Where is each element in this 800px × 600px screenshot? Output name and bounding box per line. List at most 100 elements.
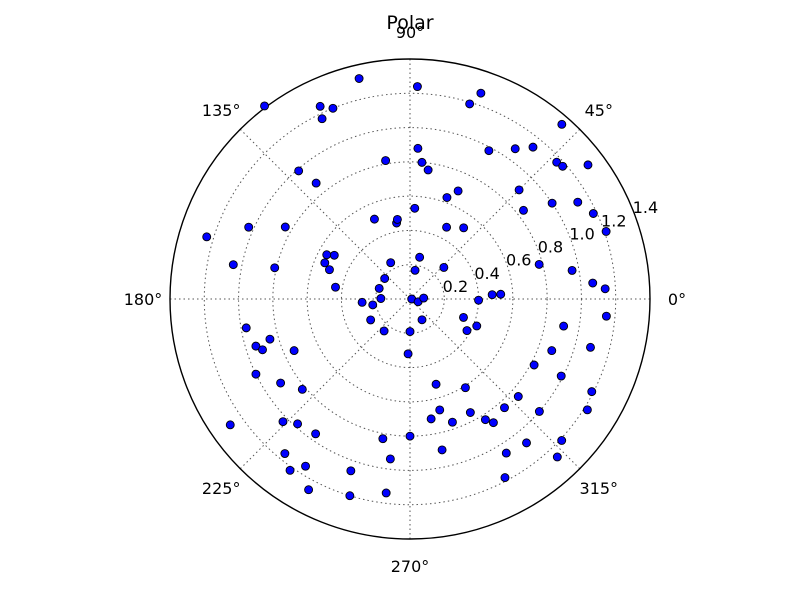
data-point bbox=[552, 157, 562, 167]
r-tick-label: 1.0 bbox=[569, 224, 594, 243]
data-point bbox=[447, 417, 457, 427]
data-point bbox=[459, 223, 469, 233]
r-gridline bbox=[375, 264, 445, 334]
data-point bbox=[251, 341, 261, 351]
data-point bbox=[488, 418, 498, 428]
theta-tick-label: 270° bbox=[391, 557, 430, 576]
theta-tick-label: 90° bbox=[396, 23, 424, 42]
data-point bbox=[260, 101, 269, 111]
data-point bbox=[567, 265, 577, 275]
data-point bbox=[265, 334, 275, 344]
data-points bbox=[202, 74, 611, 501]
data-point bbox=[500, 403, 509, 413]
data-point bbox=[442, 193, 452, 202]
data-point bbox=[465, 408, 475, 417]
data-point bbox=[329, 250, 339, 260]
data-point bbox=[251, 369, 261, 379]
data-point bbox=[331, 282, 340, 292]
data-point bbox=[600, 284, 610, 294]
data-point bbox=[228, 260, 238, 270]
data-point bbox=[583, 160, 593, 170]
data-point bbox=[474, 295, 484, 305]
data-point bbox=[311, 429, 321, 439]
r-tick-labels: 0.2 0.4 0.6 0.8 1.0 1.2 1.4 bbox=[443, 198, 659, 296]
data-point bbox=[202, 232, 212, 242]
data-point bbox=[431, 379, 441, 389]
data-point bbox=[586, 342, 595, 352]
theta-tick-label: 180° bbox=[124, 290, 163, 309]
data-point bbox=[297, 384, 307, 394]
data-point bbox=[547, 346, 557, 356]
data-point bbox=[403, 349, 413, 359]
data-point bbox=[241, 323, 251, 333]
data-point bbox=[311, 178, 321, 188]
data-point bbox=[294, 166, 304, 176]
data-point bbox=[357, 297, 367, 307]
polar-frame bbox=[169, 58, 651, 540]
theta-tick-label: 0° bbox=[668, 290, 686, 309]
data-point bbox=[289, 346, 299, 356]
data-point bbox=[453, 186, 463, 196]
data-point bbox=[322, 250, 332, 260]
data-point bbox=[293, 419, 303, 429]
data-point bbox=[270, 263, 280, 273]
data-point bbox=[573, 197, 583, 207]
data-point bbox=[459, 312, 468, 322]
data-point bbox=[376, 294, 386, 303]
data-point bbox=[280, 222, 290, 232]
data-point bbox=[439, 262, 449, 272]
data-point bbox=[301, 461, 310, 471]
data-point bbox=[317, 114, 327, 124]
data-point bbox=[379, 326, 389, 336]
data-point bbox=[522, 438, 531, 448]
data-point bbox=[320, 258, 330, 268]
data-point bbox=[392, 214, 402, 224]
data-point bbox=[413, 143, 423, 153]
data-point bbox=[346, 466, 356, 476]
data-point bbox=[285, 465, 295, 475]
data-point bbox=[547, 198, 557, 208]
theta-tick-labels: 0° 45° 90° 135° 180° 225° 270° 315° bbox=[124, 23, 686, 576]
data-point bbox=[258, 345, 267, 355]
data-point bbox=[366, 315, 376, 325]
data-point bbox=[386, 258, 396, 268]
data-point bbox=[587, 387, 597, 397]
data-point bbox=[426, 414, 436, 424]
data-point bbox=[381, 156, 391, 166]
data-point bbox=[374, 283, 384, 293]
theta-gridline bbox=[239, 128, 411, 300]
data-point bbox=[501, 448, 511, 458]
r-tick-label: 0.4 bbox=[474, 264, 499, 283]
data-point bbox=[601, 311, 611, 321]
theta-tick-label: 225° bbox=[202, 479, 241, 498]
data-point bbox=[278, 417, 288, 427]
data-point bbox=[496, 289, 506, 299]
data-point bbox=[405, 327, 415, 337]
data-point bbox=[487, 290, 497, 300]
data-point bbox=[484, 146, 494, 156]
r-tick-label: 0.2 bbox=[443, 277, 468, 296]
theta-tick-label: 315° bbox=[580, 479, 619, 498]
r-gridline bbox=[306, 195, 514, 403]
data-point bbox=[244, 222, 254, 232]
data-point bbox=[601, 227, 611, 236]
data-point bbox=[405, 431, 415, 441]
data-point bbox=[280, 449, 290, 458]
data-point bbox=[435, 405, 445, 415]
data-point bbox=[354, 74, 364, 83]
data-point bbox=[500, 473, 510, 483]
data-point bbox=[419, 293, 429, 303]
data-point bbox=[412, 82, 422, 92]
data-point bbox=[276, 378, 286, 388]
data-point bbox=[529, 360, 539, 370]
data-point bbox=[510, 144, 520, 154]
chart-title: Polar bbox=[386, 12, 433, 34]
data-point bbox=[381, 488, 391, 498]
r-tick-label: 1.2 bbox=[601, 211, 626, 230]
r-tick-label: 1.4 bbox=[633, 198, 658, 217]
data-point bbox=[368, 300, 378, 310]
data-point bbox=[514, 185, 524, 195]
data-point bbox=[462, 326, 472, 336]
data-point bbox=[380, 274, 390, 283]
